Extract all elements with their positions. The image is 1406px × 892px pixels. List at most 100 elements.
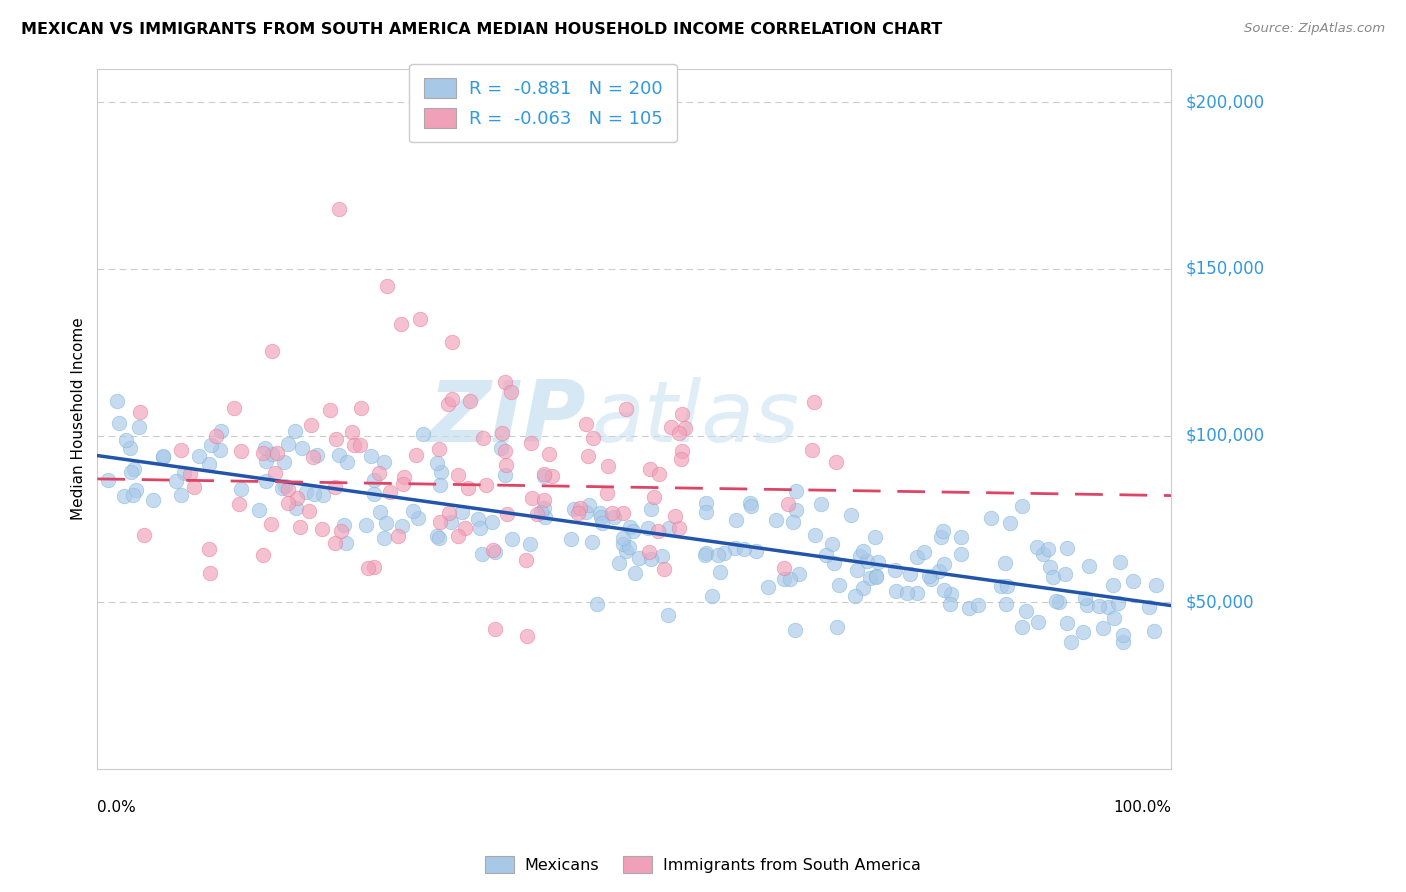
- Point: [619, 520, 641, 534]
- Point: [373, 455, 395, 469]
- Point: [516, 629, 538, 643]
- Point: [1102, 611, 1125, 625]
- Point: [560, 532, 582, 546]
- Point: [440, 335, 463, 350]
- Point: [426, 528, 449, 542]
- Point: [1056, 541, 1078, 555]
- Point: [205, 429, 228, 443]
- Point: [349, 438, 371, 452]
- Point: [496, 507, 519, 521]
- Point: [1053, 566, 1076, 581]
- Point: [773, 572, 796, 586]
- Point: [198, 566, 221, 581]
- Point: [437, 397, 460, 411]
- Point: [823, 556, 845, 570]
- Point: [252, 446, 274, 460]
- Point: [491, 425, 513, 440]
- Point: [896, 586, 918, 600]
- Point: [325, 432, 347, 446]
- Point: [277, 482, 299, 496]
- Point: [1107, 596, 1129, 610]
- Point: [387, 529, 409, 543]
- Point: [664, 508, 686, 523]
- Point: [990, 579, 1012, 593]
- Point: [695, 549, 717, 563]
- Point: [328, 449, 350, 463]
- Point: [1144, 578, 1167, 592]
- Point: [494, 375, 516, 389]
- Point: [533, 467, 555, 482]
- Point: [170, 443, 193, 458]
- Point: [1011, 500, 1033, 514]
- Point: [1045, 594, 1067, 608]
- Point: [266, 446, 288, 460]
- Text: 100.0%: 100.0%: [1114, 799, 1171, 814]
- Point: [533, 492, 555, 507]
- Point: [998, 516, 1021, 530]
- Point: [623, 566, 645, 580]
- Point: [898, 567, 921, 582]
- Point: [247, 503, 270, 517]
- Point: [738, 496, 761, 510]
- Point: [312, 487, 335, 501]
- Point: [695, 546, 717, 560]
- Point: [499, 385, 522, 400]
- Point: [426, 456, 449, 470]
- Point: [377, 278, 399, 293]
- Point: [165, 474, 187, 488]
- Point: [980, 510, 1002, 524]
- Point: [575, 505, 598, 519]
- Point: [740, 500, 762, 514]
- Point: [773, 561, 796, 575]
- Point: [302, 450, 325, 465]
- Point: [852, 544, 875, 558]
- Point: [595, 486, 617, 500]
- Point: [994, 556, 1017, 570]
- Point: [429, 478, 451, 492]
- Point: [810, 497, 832, 511]
- Point: [228, 497, 250, 511]
- Point: [405, 448, 427, 462]
- Point: [342, 425, 364, 439]
- Point: [1077, 559, 1099, 574]
- Point: [671, 443, 693, 458]
- Point: [367, 466, 389, 480]
- Point: [815, 548, 838, 562]
- Point: [494, 443, 516, 458]
- Point: [959, 601, 981, 615]
- Point: [173, 467, 195, 481]
- Point: [392, 470, 415, 484]
- Y-axis label: Median Household Income: Median Household Income: [72, 318, 86, 520]
- Point: [756, 580, 779, 594]
- Point: [765, 513, 787, 527]
- Point: [589, 509, 612, 524]
- Point: [651, 549, 673, 564]
- Point: [288, 520, 311, 534]
- Point: [1097, 599, 1119, 614]
- Point: [336, 455, 359, 469]
- Point: [105, 393, 128, 408]
- Point: [120, 465, 142, 479]
- Point: [330, 524, 353, 539]
- Point: [354, 517, 377, 532]
- Text: MEXICAN VS IMMIGRANTS FROM SOUTH AMERICA MEDIAN HOUSEHOLD INCOME CORRELATION CHA: MEXICAN VS IMMIGRANTS FROM SOUTH AMERICA…: [21, 22, 942, 37]
- Point: [949, 530, 972, 544]
- Point: [603, 510, 626, 524]
- Point: [294, 485, 316, 500]
- Point: [515, 553, 537, 567]
- Point: [932, 582, 955, 597]
- Point: [884, 563, 907, 577]
- Point: [578, 449, 600, 463]
- Point: [447, 529, 470, 543]
- Point: [440, 515, 463, 529]
- Point: [668, 425, 690, 440]
- Point: [470, 521, 492, 535]
- Point: [619, 540, 641, 554]
- Point: [429, 515, 451, 529]
- Point: [785, 503, 807, 517]
- Point: [402, 504, 425, 518]
- Point: [254, 454, 277, 468]
- Point: [311, 523, 333, 537]
- Point: [271, 481, 294, 495]
- Point: [222, 401, 245, 416]
